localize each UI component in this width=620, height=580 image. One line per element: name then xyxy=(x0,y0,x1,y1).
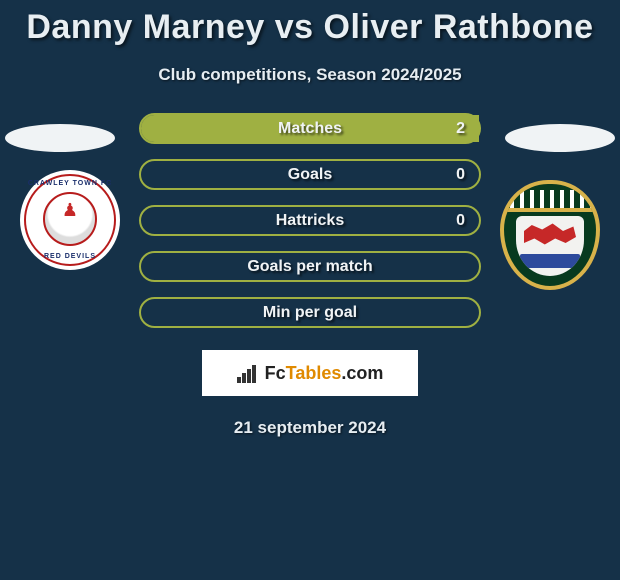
stat-label: Hattricks xyxy=(276,212,344,230)
dragon-icon xyxy=(524,222,576,252)
stat-bar-min-per-goal: Min per goal xyxy=(139,297,481,328)
bar-chart-icon xyxy=(237,363,261,383)
badge-left-bottom-text: RED DEVILS xyxy=(44,253,96,260)
stat-value: 0 xyxy=(456,166,465,184)
stat-value: 2 xyxy=(456,120,465,138)
subtitle: Club competitions, Season 2024/2025 xyxy=(0,65,620,85)
player-left-ellipse xyxy=(5,124,115,152)
stat-label: Goals per match xyxy=(247,258,372,276)
brand-suffix: .com xyxy=(341,363,383,383)
page-title: Danny Marney vs Oliver Rathbone xyxy=(0,0,620,47)
stat-bar-goals-per-match: Goals per match xyxy=(139,251,481,282)
devil-icon: ♟ xyxy=(62,200,78,221)
brand-watermark: FcTables.com xyxy=(202,350,418,396)
stat-label: Goals xyxy=(288,166,332,184)
brand-main: Fc xyxy=(265,363,286,383)
player-right-ellipse xyxy=(505,124,615,152)
club-badge-left: CRAWLEY TOWN FC ♟ RED DEVILS xyxy=(20,170,120,270)
stat-bar-matches: Matches 2 xyxy=(139,113,481,144)
brand-text: FcTables.com xyxy=(265,363,384,384)
feathers-icon xyxy=(504,190,596,212)
stat-label: Min per goal xyxy=(263,304,357,322)
stat-bar-hattricks: Hattricks 0 xyxy=(139,205,481,236)
stat-value: 0 xyxy=(456,212,465,230)
brand-accent: Tables xyxy=(286,363,342,383)
stat-label: Matches xyxy=(278,120,342,138)
stats-bars: Matches 2 Goals 0 Hattricks 0 Goals per … xyxy=(139,113,481,328)
date-text: 21 september 2024 xyxy=(0,418,620,438)
motto-banner xyxy=(520,254,580,268)
stat-bar-goals: Goals 0 xyxy=(139,159,481,190)
club-badge-right xyxy=(500,180,600,290)
badge-left-top-text: CRAWLEY TOWN FC xyxy=(28,180,112,187)
